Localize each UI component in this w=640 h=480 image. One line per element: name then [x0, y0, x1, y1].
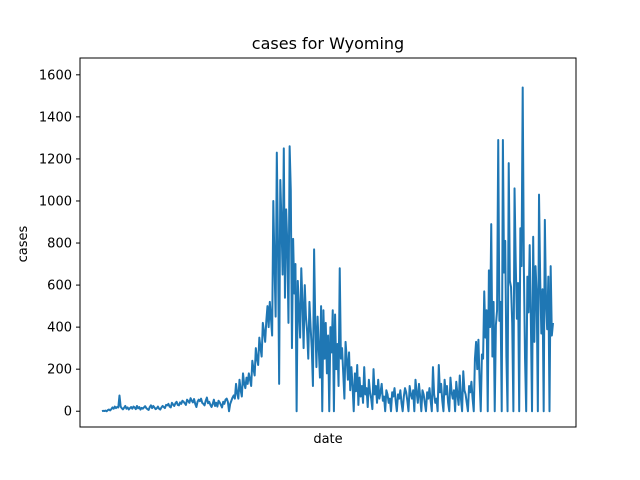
cases-series-line — [101, 86, 554, 413]
y-tick-label: 200 — [47, 363, 72, 378]
y-tick-label: 600 — [47, 279, 72, 294]
y-tick-label: 1600 — [39, 68, 72, 83]
y-tick-label: 0 — [64, 405, 72, 420]
series-layer — [101, 86, 554, 413]
x-axis-label: date — [313, 432, 342, 447]
y-tick-label: 800 — [47, 237, 72, 252]
chart-title: cases for Wyoming — [252, 34, 404, 53]
y-tick-label: 400 — [47, 321, 72, 336]
y-tick-label: 1400 — [39, 110, 72, 125]
y-axis-label: cases — [16, 225, 31, 262]
y-axis-ticks: 0 200 400 600 800 1000 1200 1400 1600 — [39, 68, 80, 420]
y-tick-label: 1200 — [39, 152, 72, 167]
y-tick-label: 1000 — [39, 194, 72, 209]
plot-frame — [79, 57, 577, 428]
